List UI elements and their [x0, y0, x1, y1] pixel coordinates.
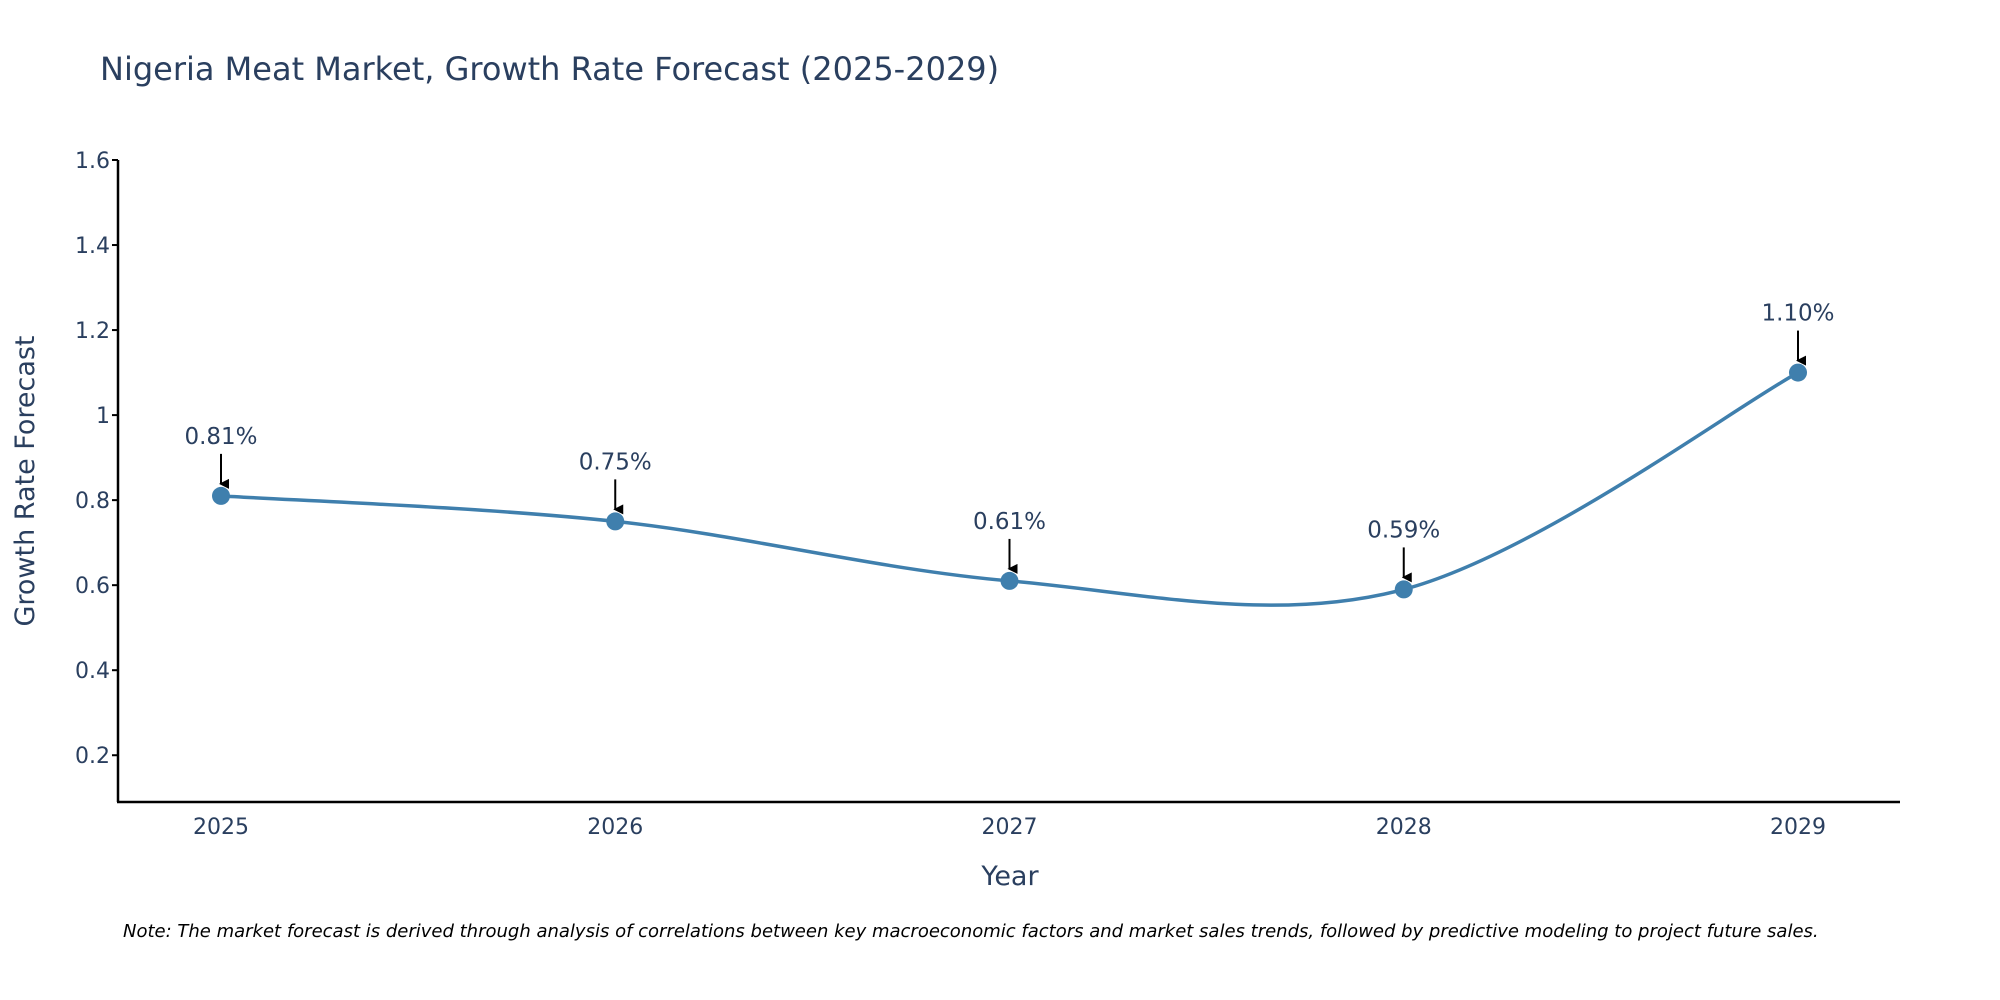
x-tick-label: 2026: [587, 815, 643, 840]
chart-title: Nigeria Meat Market, Growth Rate Forecas…: [100, 50, 999, 88]
data-point: [212, 486, 230, 505]
x-tick-label: 2029: [1770, 815, 1826, 840]
data-markers: [212, 363, 1807, 599]
y-tick-label: 1.2: [75, 319, 110, 344]
x-tick-label: 2025: [193, 815, 249, 840]
data-label: 1.10%: [1761, 301, 1834, 327]
footnote: Note: The market forecast is derived thr…: [123, 921, 1819, 942]
y-tick-label: 0.2: [75, 744, 110, 769]
y-tick-label: 1: [96, 404, 110, 429]
x-axis-ticks: 2025 2026 2027 2028 2029: [193, 815, 1826, 840]
y-tick-label: 1.4: [75, 234, 110, 259]
data-label: 0.81%: [184, 424, 257, 450]
y-tick-label: 1.6: [75, 149, 110, 174]
data-point: [606, 512, 625, 531]
x-tick-label: 2027: [982, 815, 1038, 840]
y-axis-ticks: 0.2 0.4 0.6 0.8 1 1.2 1.4 1.6: [75, 149, 118, 769]
y-tick-label: 0.4: [75, 659, 110, 684]
y-axis-title: Growth Rate Forecast: [10, 335, 41, 626]
data-point: [1000, 571, 1019, 590]
x-axis-title: Year: [980, 861, 1039, 892]
y-tick-label: 0.8: [75, 489, 110, 514]
data-label: 0.75%: [579, 449, 652, 475]
data-point: [1789, 363, 1807, 382]
series-line: [220, 371, 1799, 607]
data-point: [1394, 580, 1413, 599]
data-label: 0.59%: [1367, 517, 1440, 543]
x-tick-label: 2028: [1376, 815, 1432, 840]
data-annotations: 0.81% 0.75% 0.61% 0.59% 1.10%: [184, 301, 1835, 583]
data-label: 0.61%: [973, 509, 1046, 535]
y-tick-label: 0.6: [75, 574, 110, 599]
